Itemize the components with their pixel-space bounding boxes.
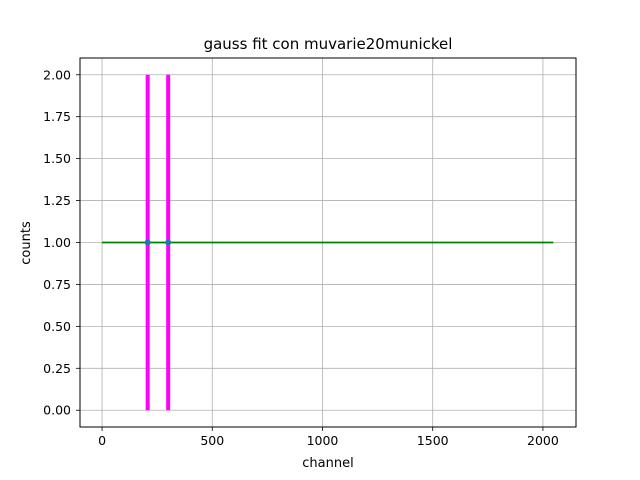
data-point <box>165 239 172 246</box>
y-tick-label: 0.00 <box>43 403 71 418</box>
x-tick-label: 0 <box>98 433 106 448</box>
x-tick-label: 1000 <box>307 433 339 448</box>
y-tick-label: 2.00 <box>43 67 71 82</box>
x-tick-label: 500 <box>200 433 224 448</box>
x-axis-label: channel <box>302 456 353 471</box>
y-tick-label: 0.50 <box>43 319 71 334</box>
plot-marks <box>102 74 554 411</box>
y-axis-label: counts <box>19 221 34 265</box>
data-point <box>144 239 151 246</box>
y-tick-label: 0.25 <box>43 361 71 376</box>
y-tick-label: 1.75 <box>43 109 71 124</box>
y-tick-label: 1.50 <box>43 151 71 166</box>
x-axis: 0 500 1000 1500 2000 <box>98 427 559 448</box>
chart-title: gauss fit con muvarie20munickel <box>204 35 453 53</box>
y-tick-label: 1.25 <box>43 193 71 208</box>
y-axis: 0.00 0.25 0.50 0.75 1.00 1.25 1.50 1.75 2.00 <box>43 67 80 418</box>
x-tick-label: 1500 <box>417 433 449 448</box>
x-tick-label: 2000 <box>527 433 559 448</box>
y-tick-label: 1.00 <box>43 235 71 250</box>
y-tick-label: 0.75 <box>43 277 71 292</box>
